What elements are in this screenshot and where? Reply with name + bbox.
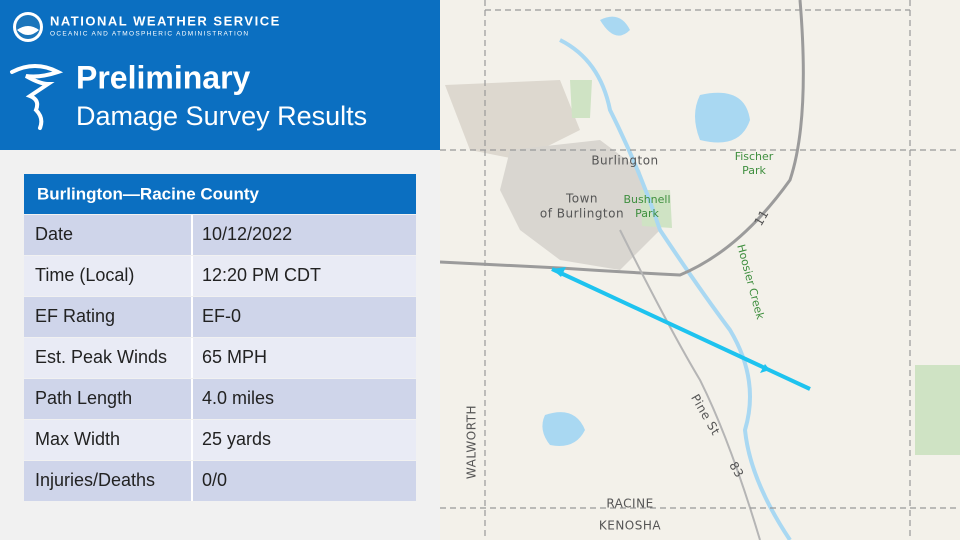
row-value: 65 MPH	[202, 347, 267, 367]
subagency: OCEANIC AND ATMOSPHERIC ADMINISTRATION	[50, 31, 249, 38]
row-bg	[24, 215, 416, 255]
header	[0, 0, 440, 150]
map-label: Town	[565, 192, 598, 206]
row-bg	[24, 461, 416, 501]
title: Preliminary	[76, 59, 251, 95]
map-label: Burlington	[591, 154, 658, 168]
row-label: EF Rating	[35, 306, 115, 326]
row-value: 25 yards	[202, 429, 271, 449]
row-bg	[24, 420, 416, 460]
row-value: 12:20 PM CDT	[202, 265, 321, 285]
row-bg	[24, 297, 416, 337]
table-title: Burlington—Racine County	[37, 184, 259, 203]
row-value: 10/12/2022	[202, 224, 292, 244]
row-value: 0/0	[202, 470, 227, 490]
row-label: Path Length	[35, 388, 132, 408]
row-label: Date	[35, 224, 73, 244]
row-bg	[24, 256, 416, 296]
map-label: RACINE	[606, 497, 653, 511]
map	[439, 0, 960, 540]
map-label: KENOSHA	[599, 519, 662, 533]
row-label: Max Width	[35, 429, 120, 449]
tornado-icon	[10, 64, 64, 130]
map-label: Bushnell	[623, 193, 670, 206]
map-label: of Burlington	[540, 207, 624, 221]
row-label: Est. Peak Winds	[35, 347, 167, 367]
row-value: 4.0 miles	[202, 388, 274, 408]
row-label: Time (Local)	[35, 265, 134, 285]
row-bg	[24, 379, 416, 419]
map-label: WALWORTH	[465, 405, 479, 479]
map-label: Fischer	[735, 150, 774, 163]
subtitle: Damage Survey Results	[76, 101, 367, 131]
table: Burlington—Racine County Date 10/12/2022 T…	[24, 174, 416, 501]
map-label: Park	[742, 164, 766, 177]
row-label: Injuries/Deaths	[35, 470, 155, 490]
map-label: Park	[635, 207, 659, 220]
row-bg	[24, 338, 416, 378]
agency: NATIONAL WEATHER SERVICE	[50, 13, 281, 28]
row-value: EF-0	[202, 306, 241, 326]
